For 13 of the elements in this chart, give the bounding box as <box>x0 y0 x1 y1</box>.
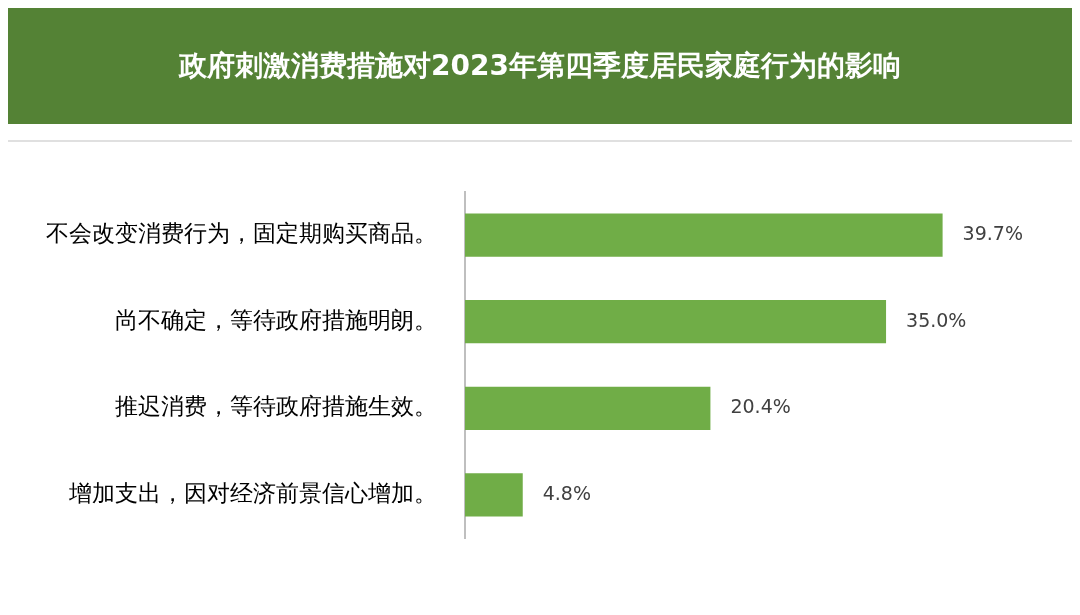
data-label: 4.8% <box>542 481 592 504</box>
data-label: 35.0% <box>906 308 967 331</box>
chart-title: 政府刺激消费措施对2023年第四季度居民家庭行为的影响 <box>177 48 902 84</box>
y-tick-label: 推迟消费，等待政府措施生效。 <box>115 393 437 420</box>
bar <box>465 300 887 344</box>
y-tick-label: 尚不确定，等待政府措施明朗。 <box>115 306 437 333</box>
y-tick-label: 增加支出，因对经济前景信心增加。 <box>68 479 437 506</box>
y-tick-label: 不会改变消费行为，固定期购买商品。 <box>46 220 437 247</box>
bar <box>465 213 943 257</box>
bar <box>465 473 523 517</box>
data-label: 39.7% <box>962 222 1023 245</box>
data-label: 20.4% <box>730 395 791 418</box>
bar <box>465 386 711 430</box>
